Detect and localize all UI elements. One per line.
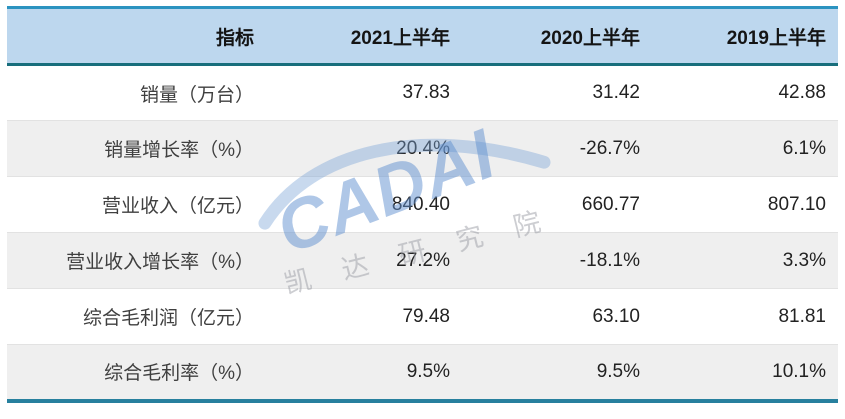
cell-value: 660.77 <box>468 176 656 233</box>
cell-value: 42.88 <box>656 64 838 121</box>
cell-value: 6.1% <box>656 120 838 177</box>
table-row-sales-growth: 销量增长率（%） 20.4% -26.7% 6.1% <box>7 120 838 177</box>
header-2020-h1: 2020上半年 <box>468 7 656 66</box>
cell-value: -18.1% <box>468 232 656 289</box>
row-label: 营业收入增长率（%） <box>7 232 280 289</box>
cell-value: 3.3% <box>656 232 838 289</box>
cell-value: 81.81 <box>656 288 838 345</box>
cell-value: 37.83 <box>280 64 468 121</box>
table-row-gross-profit: 综合毛利润（亿元） 79.48 63.10 81.81 <box>7 288 838 345</box>
row-label: 销量（万台） <box>7 64 280 121</box>
cell-value: 31.42 <box>468 64 656 121</box>
table-row-revenue-growth: 营业收入增长率（%） 27.2% -18.1% 3.3% <box>7 232 838 289</box>
header-2021-h1: 2021上半年 <box>280 7 468 66</box>
cell-value: 9.5% <box>596 360 640 382</box>
cell-value: 10.1% <box>772 360 826 382</box>
row-label: 综合毛利率（%） <box>104 363 254 385</box>
header-indicator: 指标 <box>7 7 280 66</box>
table-row-gross-margin: 综合毛利率（%） 9.5% 9.5% 10.1% <box>7 344 838 401</box>
cell-value: 840.40 <box>280 176 468 233</box>
cell-value: 20.4% <box>280 120 468 177</box>
row-label: 销量增长率（%） <box>7 120 280 177</box>
cell-value: -26.7% <box>468 120 656 177</box>
table-row-sales-volume: 销量（万台） 37.83 31.42 42.88 <box>7 64 838 121</box>
cell-value: 9.5% <box>406 360 450 382</box>
row-label: 综合毛利润（亿元） <box>7 288 280 345</box>
header-2019-h1: 2019上半年 <box>656 7 838 66</box>
cell-value: 807.10 <box>656 176 838 233</box>
cell-value: 63.10 <box>468 288 656 345</box>
table-row-revenue: 营业收入（亿元） 840.40 660.77 807.10 <box>7 176 838 233</box>
header-row: 指标 2021上半年 2020上半年 2019上半年 <box>7 7 838 66</box>
row-label: 营业收入（亿元） <box>7 176 280 233</box>
cell-value: 27.2% <box>280 232 468 289</box>
metrics-table: 指标 2021上半年 2020上半年 2019上半年 销量（万台） 37.83 … <box>7 6 838 403</box>
cell-value: 79.48 <box>280 288 468 345</box>
